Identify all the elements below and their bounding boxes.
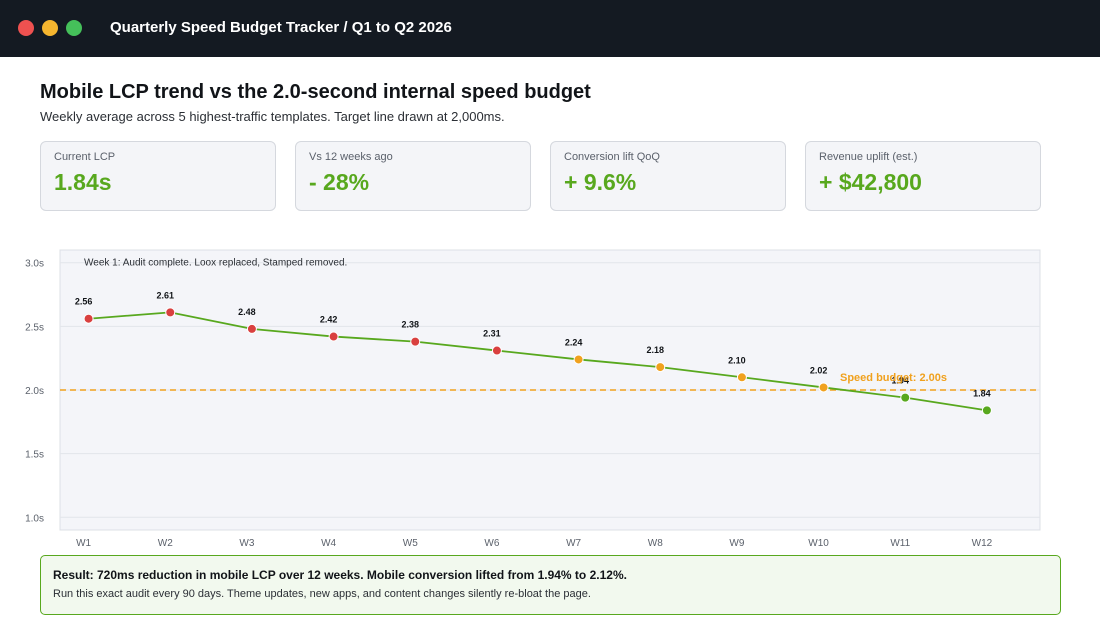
data-point bbox=[981, 405, 992, 416]
kpi-value: - 28% bbox=[309, 169, 370, 195]
kpi-card-current-lcp: Current LCP 1.84s bbox=[40, 141, 276, 211]
data-label: 1.94 bbox=[891, 376, 909, 386]
kpi-label: Conversion lift QoQ bbox=[564, 151, 660, 163]
data-label: 2.24 bbox=[565, 337, 583, 347]
kpi-card-revenue-uplift: Revenue uplift (est.) + $42,800 bbox=[805, 141, 1041, 211]
page-title: Mobile LCP trend vs the 2.0-second inter… bbox=[40, 81, 591, 103]
data-label: 2.31 bbox=[483, 329, 501, 339]
title-bar: Quarterly Speed Budget Tracker / Q1 to Q… bbox=[0, 0, 1100, 57]
lcp-line-chart: 1.0s 1.5s 2.0s 2.5s 3.0s W1 W2 W3 W4 W5 W6 W7 W8 W9 W1… bbox=[25, 249, 1041, 549]
data-point bbox=[655, 362, 666, 373]
y-tick-label: 2.0s bbox=[25, 386, 44, 397]
kpi-label: Revenue uplift (est.) bbox=[819, 151, 918, 163]
data-point bbox=[328, 331, 339, 342]
y-tick-label: 3.0s bbox=[25, 259, 44, 270]
result-note: Run this exact audit every 90 days. Them… bbox=[53, 588, 591, 600]
x-tick-label: W7 bbox=[566, 538, 581, 549]
data-label: 2.38 bbox=[401, 320, 419, 330]
data-label: 1.84 bbox=[973, 388, 991, 398]
x-tick-label: W8 bbox=[648, 538, 663, 549]
lcp-trend-line bbox=[88, 311, 988, 412]
data-label: 2.61 bbox=[156, 290, 174, 300]
kpi-label: Vs 12 weeks ago bbox=[309, 151, 393, 163]
x-tick-label: W2 bbox=[158, 538, 173, 549]
kpi-value: + $42,800 bbox=[819, 169, 922, 195]
data-point bbox=[491, 345, 502, 356]
data-point bbox=[83, 313, 94, 324]
data-point bbox=[736, 372, 747, 383]
y-tick-label: 1.0s bbox=[25, 513, 44, 524]
kpi-card-conversion-lift: Conversion lift QoQ + 9.6% bbox=[550, 141, 786, 211]
result-callout: Result: 720ms reduction in mobile LCP ov… bbox=[40, 555, 1061, 615]
data-label: 2.56 bbox=[75, 297, 93, 307]
speed-budget-label: Speed budget: 2.00s bbox=[840, 372, 947, 384]
data-point bbox=[573, 354, 584, 365]
x-tick-label: W5 bbox=[403, 538, 418, 549]
data-point bbox=[246, 323, 257, 334]
kpi-label: Current LCP bbox=[54, 151, 116, 163]
data-label: 2.42 bbox=[320, 315, 338, 325]
page-subtitle: Weekly average across 5 highest-traffic … bbox=[40, 109, 505, 124]
x-tick-label: W11 bbox=[890, 538, 910, 549]
x-tick-label: W6 bbox=[484, 538, 499, 549]
close-window-icon[interactable] bbox=[18, 20, 34, 36]
maximize-window-icon[interactable] bbox=[66, 20, 82, 36]
x-tick-label: W9 bbox=[729, 538, 744, 549]
x-tick-label: W10 bbox=[808, 538, 829, 549]
x-tick-label: W12 bbox=[972, 538, 993, 549]
data-label: 2.02 bbox=[810, 365, 828, 375]
data-point bbox=[818, 382, 829, 393]
y-tick-label: 1.5s bbox=[25, 450, 44, 461]
minimize-window-icon[interactable] bbox=[42, 20, 58, 36]
chart-annotation: Week 1: Audit complete. Loox replaced, S… bbox=[84, 257, 347, 268]
data-label: 2.48 bbox=[238, 307, 256, 317]
data-point bbox=[410, 336, 421, 347]
x-tick-label: W1 bbox=[76, 538, 91, 549]
window-title: Quarterly Speed Budget Tracker / Q1 to Q… bbox=[110, 19, 452, 36]
result-headline: Result: 720ms reduction in mobile LCP ov… bbox=[53, 568, 627, 582]
kpi-card-vs-12-weeks: Vs 12 weeks ago - 28% bbox=[295, 141, 531, 211]
data-point bbox=[900, 392, 911, 403]
data-point bbox=[165, 307, 176, 318]
kpi-value: + 9.6% bbox=[564, 169, 637, 195]
x-tick-label: W4 bbox=[321, 538, 336, 549]
x-tick-label: W3 bbox=[239, 538, 254, 549]
data-label: 2.18 bbox=[646, 345, 664, 355]
kpi-value: 1.84s bbox=[54, 169, 112, 195]
y-tick-label: 2.5s bbox=[25, 322, 44, 333]
data-label: 2.10 bbox=[728, 355, 746, 365]
